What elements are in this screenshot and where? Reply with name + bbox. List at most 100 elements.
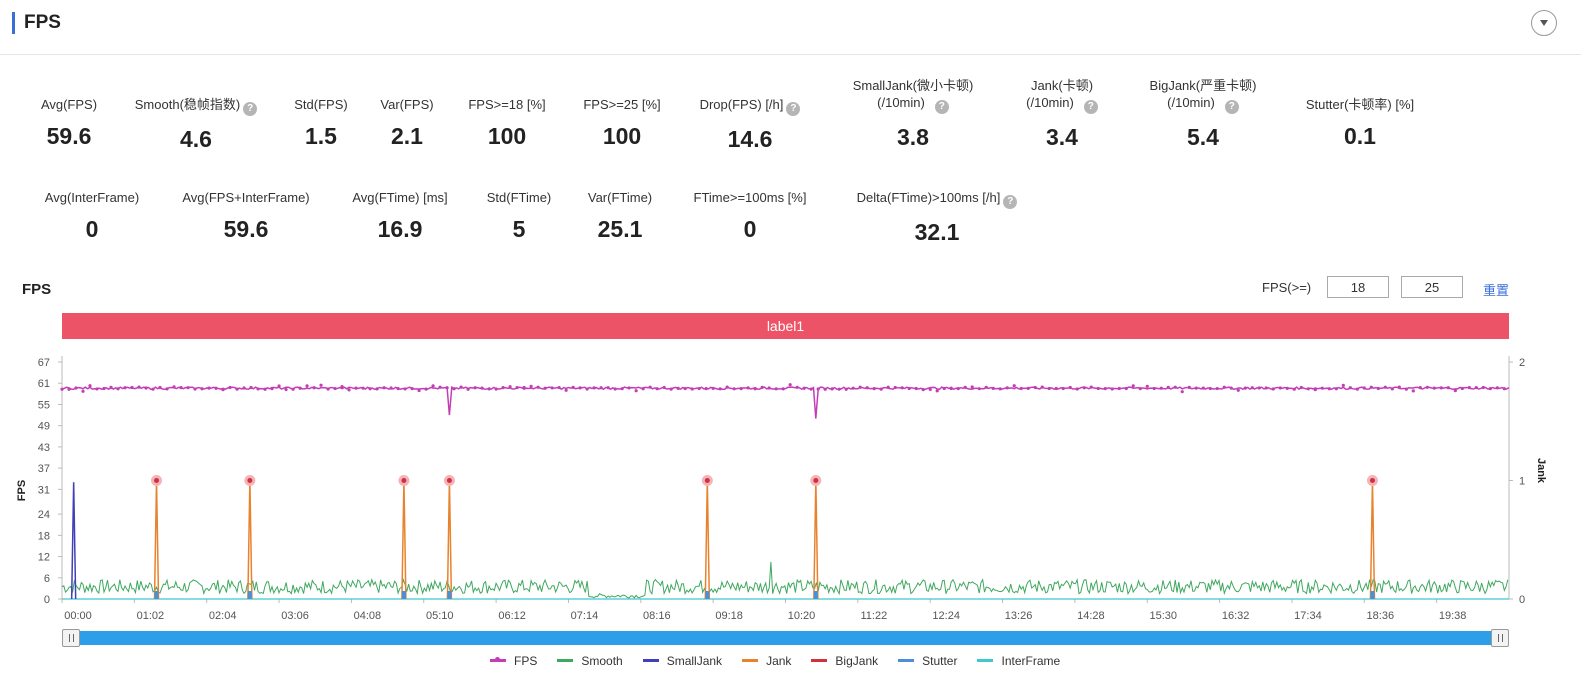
x-tick-label: 18:36 xyxy=(1367,610,1395,622)
slider-left-handle[interactable] xyxy=(62,629,80,647)
legend-item-bigjank[interactable]: BigJank xyxy=(811,654,878,668)
fps-point xyxy=(851,386,855,390)
stat-row2-6: Delta(FTime)>100ms [/h]? 32.1 xyxy=(837,189,1037,246)
x-tick-label: 01:02 xyxy=(137,610,165,622)
slider-right-handle[interactable] xyxy=(1491,629,1509,647)
fps-point xyxy=(914,386,918,391)
fps-threshold-label: FPS(>=) xyxy=(1262,280,1312,295)
legend-item-smooth[interactable]: Smooth xyxy=(557,654,623,668)
x-tick-label: 15:30 xyxy=(1149,610,1177,622)
help-icon[interactable]: ? xyxy=(243,102,258,116)
fps-point xyxy=(480,386,484,390)
fps-point xyxy=(291,387,295,391)
fps-point xyxy=(207,386,211,390)
fps-point xyxy=(81,389,85,393)
fps-point xyxy=(711,386,715,390)
fps-point xyxy=(1138,386,1142,391)
fps-point xyxy=(1152,386,1156,391)
fps-point xyxy=(592,386,596,390)
fps-point xyxy=(1040,385,1044,389)
stutter-mark xyxy=(813,591,818,599)
fps-point xyxy=(837,387,841,391)
x-tick-label: 04:08 xyxy=(354,610,382,622)
fps-point xyxy=(935,389,939,393)
y-tick-label: 61 xyxy=(38,378,50,390)
slider-range-track[interactable] xyxy=(72,631,1499,645)
x-tick-label: 14:28 xyxy=(1077,610,1105,622)
fps-point xyxy=(879,387,883,391)
fps-point xyxy=(1131,384,1135,388)
stat-label: Avg(FPS) xyxy=(0,96,169,113)
fps-point xyxy=(354,386,358,390)
help-icon[interactable]: ? xyxy=(934,100,949,114)
legend-label: InterFrame xyxy=(1001,654,1061,668)
stat-label: Avg(FPS+InterFrame) xyxy=(146,189,346,206)
legend-item-smalljank[interactable]: SmallJank xyxy=(642,654,723,668)
fps-point xyxy=(1320,386,1324,390)
x-tick-label: 02:04 xyxy=(209,610,237,622)
jank-spike xyxy=(446,480,453,600)
time-range-slider[interactable] xyxy=(62,629,1509,647)
fps-point xyxy=(746,386,750,390)
fps-threshold-input-1[interactable] xyxy=(1327,276,1389,298)
fps-point xyxy=(809,387,813,391)
x-tick-label: 10:20 xyxy=(788,610,816,622)
fps-point xyxy=(1187,385,1191,389)
help-icon[interactable]: ? xyxy=(786,102,801,116)
legend-swatch xyxy=(742,659,759,662)
collapse-button[interactable] xyxy=(1531,10,1557,36)
fps-point xyxy=(1117,386,1121,391)
fps-threshold-input-2[interactable] xyxy=(1401,276,1463,298)
help-icon[interactable]: ? xyxy=(1224,100,1239,114)
fps-point xyxy=(1250,386,1254,390)
legend-label: SmallJank xyxy=(666,654,723,668)
stat-row1-4: FPS>=18 [%] 100 xyxy=(407,96,607,150)
stat-label: Smooth(稳帧指数)? xyxy=(96,96,296,116)
fps-point xyxy=(508,385,512,389)
fps-point xyxy=(858,385,862,389)
stat-label-line2: (/10min)? xyxy=(1103,94,1303,114)
y-tick-label: 31 xyxy=(38,484,50,496)
stat-label-text: Std(FTime) xyxy=(486,190,552,205)
stat-row2-3: Std(FTime) 5 xyxy=(419,189,619,243)
label-bar[interactable]: label1 xyxy=(62,313,1509,339)
fps-point xyxy=(1082,386,1086,390)
fps-point xyxy=(984,385,988,389)
fps-point xyxy=(662,385,666,390)
fps-point xyxy=(865,386,869,390)
fps-point xyxy=(655,387,659,391)
fps-point xyxy=(795,385,799,389)
reset-button[interactable]: 重置 xyxy=(1483,283,1510,298)
stat-row1-9: BigJank(严重卡顿) (/10min)? 5.4 xyxy=(1103,77,1303,151)
stat-label-text: FPS>=25 [%] xyxy=(583,97,661,112)
legend-label: BigJank xyxy=(835,654,879,668)
legend-item-stutter[interactable]: Stutter xyxy=(898,654,957,668)
help-icon[interactable]: ? xyxy=(1003,195,1018,209)
fps-point xyxy=(1460,386,1464,391)
x-tick-label: 13:26 xyxy=(1005,610,1033,622)
y-right-tick-label: 1 xyxy=(1519,476,1525,488)
fps-point xyxy=(816,387,820,391)
fps-point xyxy=(1383,385,1387,389)
fps-point xyxy=(256,387,260,391)
y-right-axis-title: Jank xyxy=(1535,458,1547,484)
fps-point xyxy=(102,386,106,391)
fps-point xyxy=(900,386,904,390)
fps-point xyxy=(144,386,148,390)
fps-point xyxy=(760,385,764,389)
fps-point xyxy=(949,386,953,391)
fps-point xyxy=(473,386,477,390)
fps-point xyxy=(1453,388,1457,393)
fps-point xyxy=(585,387,589,391)
legend-item-fps[interactable]: FPS xyxy=(490,654,537,668)
legend-item-interframe[interactable]: InterFrame xyxy=(977,654,1060,668)
fps-point xyxy=(823,387,827,391)
stat-row2-1: Avg(FPS+InterFrame) 59.6 xyxy=(146,189,346,243)
stat-value: 3.8 xyxy=(897,124,929,150)
stat-row2-0: Avg(InterFrame) 0 xyxy=(0,189,192,243)
help-icon[interactable]: ? xyxy=(1083,100,1098,114)
fps-point xyxy=(1271,387,1275,391)
fps-point xyxy=(1341,383,1345,387)
legend-item-jank[interactable]: Jank xyxy=(742,654,791,668)
